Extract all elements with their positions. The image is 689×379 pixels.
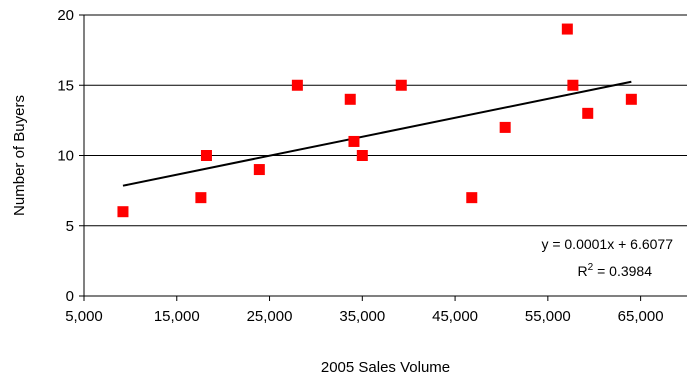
data-point [356, 150, 368, 161]
y-tick-label: 10 [57, 148, 74, 165]
data-point [625, 93, 637, 105]
y-tick-label: 5 [66, 218, 74, 235]
r-squared-r: R [578, 263, 588, 279]
r-squared-value: = 0.3984 [593, 263, 652, 279]
data-point [291, 79, 303, 91]
r-squared-sup: 2 [588, 262, 594, 273]
data-point [561, 23, 573, 35]
x-tick-label: 45,000 [432, 308, 478, 325]
x-tick-label: 5,000 [65, 308, 103, 325]
data-point [567, 79, 579, 91]
y-tick-label: 0 [66, 288, 74, 305]
data-point [348, 135, 360, 147]
data-point [117, 206, 129, 218]
data-point [195, 192, 207, 204]
x-tick-label: 65,000 [618, 308, 664, 325]
y-tick-label: 15 [57, 77, 74, 94]
x-axis-ticks: 5,000 15,000 25,000 35,000 45,000 55,000 65,00… [65, 296, 664, 325]
data-point [395, 79, 407, 91]
data-point [344, 93, 356, 105]
x-tick-label: 25,000 [247, 308, 293, 325]
x-tick-label: 55,000 [525, 308, 571, 325]
y-tick-label: 20 [57, 7, 74, 24]
data-point [253, 164, 265, 176]
x-axis-title: 2005 Sales Volume [321, 359, 450, 376]
y-axis-ticks: 0 5 10 15 20 [57, 7, 84, 305]
data-point [582, 107, 594, 119]
data-point [200, 150, 212, 161]
y-axis-title: Number of Buyers [11, 95, 28, 216]
r-squared-label: R2 = 0.3984 [578, 262, 653, 279]
data-point [466, 192, 478, 204]
data-point [499, 121, 511, 133]
data-points [117, 23, 637, 218]
x-tick-label: 15,000 [154, 308, 200, 325]
trendline-equation: y = 0.0001x + 6.6077 [541, 236, 673, 252]
gridlines [84, 14, 687, 227]
x-tick-label: 35,000 [339, 308, 385, 325]
trendline [122, 80, 632, 187]
